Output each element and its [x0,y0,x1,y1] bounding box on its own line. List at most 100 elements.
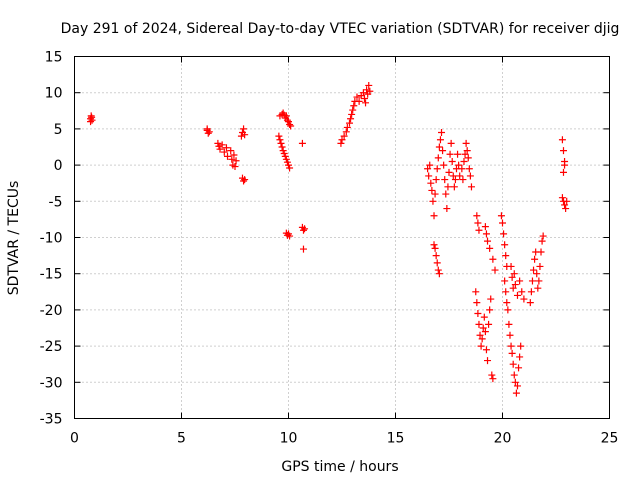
x-tick-label: 25 [601,431,619,447]
data-point [481,328,489,336]
data-point [445,168,453,176]
data-point [88,116,96,124]
data-point [491,266,499,274]
data-point [507,342,515,350]
data-point [241,176,249,184]
data-point [425,172,433,180]
data-point [508,349,516,357]
y-tick-labels: 15 10 5 0 -5 -10 -15 -20 -25 -30 -35 [40,50,63,428]
data-point [237,132,245,140]
data-point [433,165,441,173]
data-point [459,176,467,184]
data-point [434,266,442,274]
data-point [365,81,373,89]
series-arc-12 [456,139,475,191]
data-point [428,186,436,194]
data-point [286,121,294,129]
data-point [299,245,307,253]
data-point [485,320,493,328]
data-point [475,320,483,328]
data-point [277,139,285,147]
data-point [447,139,455,147]
y-tick-label: -5 [49,194,63,210]
data-point [230,151,238,159]
data-point [462,139,470,147]
data-point [473,212,481,220]
y-tick-label: 15 [45,50,63,66]
series-arc-2 [203,125,213,137]
data-point [434,154,442,162]
data-point [426,161,434,169]
data-point [218,141,226,149]
data-point [515,364,523,372]
data-point [436,136,444,144]
data-point [474,219,482,227]
y-tick-label: -20 [40,303,63,319]
y-tick-label: -15 [40,267,63,283]
data-point [458,165,466,173]
data-point [559,168,567,176]
data-point [435,143,443,151]
data-point [433,259,441,267]
data-point [231,163,239,171]
data-point [477,342,485,350]
data-point [224,152,232,160]
series-arc-4 [237,125,249,185]
data-point [432,176,440,184]
series-arc-1 [87,112,96,126]
series-arc-3 [214,139,240,171]
data-point [205,128,213,136]
data-point [431,244,439,252]
data-point [343,123,351,131]
data-point [450,183,458,191]
y-tick-label: -25 [40,339,63,355]
data-point [472,288,480,296]
data-point [362,99,370,107]
series-arc-6 [275,132,294,172]
series-arc-14 [481,223,499,274]
data-point [502,288,510,296]
data-point [497,212,505,220]
data-point [534,284,542,292]
data-point [360,94,368,102]
data-point [558,136,566,144]
data-point [517,342,525,350]
data-point [511,378,519,386]
x-axis-label: GPS time / hours [281,459,398,475]
data-point [484,237,492,245]
y-tick-label: 10 [45,86,63,102]
series-arc-13 [472,212,497,383]
data-point [475,226,483,234]
x-tick-labels: 0 5 10 15 20 25 [70,431,618,447]
data-point [504,306,512,314]
data-point [488,371,496,379]
data-point [500,230,508,238]
data-point [429,197,437,205]
data-point [348,110,356,118]
data-point [538,237,546,245]
data-point [424,165,432,173]
data-point [506,331,514,339]
data-point [464,154,472,162]
data-point [282,112,290,120]
data-point [486,244,494,252]
data-point [530,266,538,274]
data-point [527,288,535,296]
data-point [363,86,371,94]
data-point [473,299,481,307]
y-tick-label: -30 [40,375,63,391]
data-point [286,164,294,172]
data-point [435,270,443,278]
data-point [338,136,346,144]
data-point [299,226,307,234]
data-point [278,143,286,151]
data-point [526,299,534,307]
data-point [510,270,518,278]
y-tick-label: 0 [54,158,63,174]
series-arc-7 [282,229,294,240]
data-point [511,281,519,289]
data-point [516,277,524,285]
data-point [536,262,544,270]
series-arc-17 [526,232,547,307]
